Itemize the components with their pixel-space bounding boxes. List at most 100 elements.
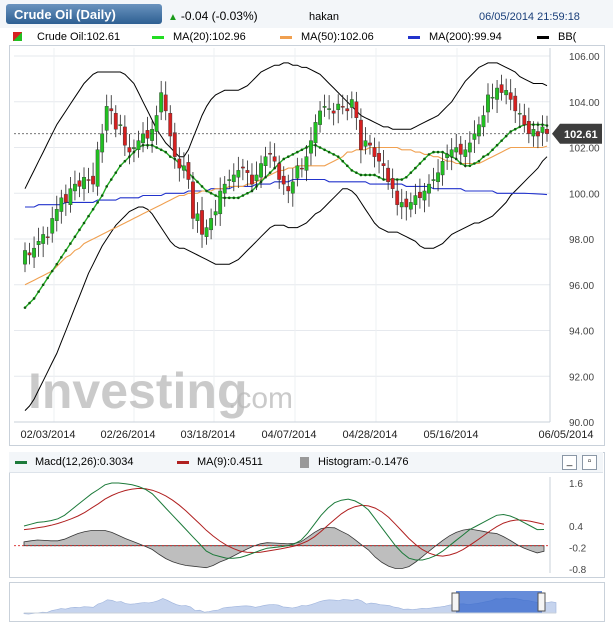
ma20-point bbox=[373, 173, 376, 177]
candle-body bbox=[408, 202, 413, 210]
candle-body bbox=[481, 115, 486, 128]
ma20-point bbox=[78, 228, 81, 232]
ma20-point bbox=[491, 148, 494, 152]
ma20-point bbox=[296, 150, 299, 154]
watermark-suffix: .com bbox=[228, 382, 293, 415]
macd-panel: 1.6 0.4 -0.2 -0.8 bbox=[9, 452, 605, 578]
ma20-point bbox=[37, 290, 40, 293]
ma20-point bbox=[46, 276, 49, 280]
ma20-point bbox=[323, 148, 326, 152]
y-tick-label: 100.00 bbox=[569, 189, 600, 200]
candle-body bbox=[263, 156, 268, 167]
candle-body bbox=[540, 126, 545, 133]
legend-ma20: MA(20):102.96 bbox=[173, 31, 246, 43]
ma20-point bbox=[414, 166, 417, 170]
ma20-point bbox=[105, 185, 109, 188]
bb-swatch bbox=[537, 36, 549, 39]
ma20-point bbox=[205, 189, 208, 193]
ma20-point bbox=[119, 164, 122, 168]
candle-body bbox=[372, 147, 377, 157]
price-chart[interactable]: 106.00 104.00 102.00 100.00 98.00 96.00 94.00 9… bbox=[10, 46, 604, 445]
ma200-swatch bbox=[408, 36, 420, 39]
minimize-button[interactable]: _ bbox=[562, 455, 577, 470]
candle-body bbox=[336, 103, 341, 110]
ma20-point bbox=[100, 194, 104, 197]
candle-body bbox=[32, 247, 36, 258]
instrument-tab[interactable] bbox=[6, 4, 162, 24]
price-chart-panel: 106.00 104.00 102.00 100.00 98.00 96.00 94.00 9… bbox=[9, 45, 605, 446]
candle-body bbox=[354, 101, 359, 118]
candle-body bbox=[213, 211, 218, 216]
ma20-point bbox=[32, 297, 36, 300]
ma20-point bbox=[282, 157, 286, 161]
candle-body bbox=[463, 149, 468, 157]
candle-body bbox=[82, 177, 86, 189]
ma20-point bbox=[23, 306, 27, 309]
maximize-button[interactable]: ▫ bbox=[582, 455, 597, 470]
candle-body bbox=[168, 112, 173, 137]
ma20-point bbox=[509, 130, 512, 133]
ma20-point bbox=[300, 148, 304, 152]
candle-body bbox=[227, 179, 232, 181]
candle-body bbox=[236, 170, 241, 178]
legend-signal: MA(9):0.4511 bbox=[197, 456, 263, 468]
candle-body bbox=[490, 96, 495, 99]
y-tick-label: 90.00 bbox=[569, 418, 594, 429]
ma20-point bbox=[318, 146, 322, 149]
candle-body bbox=[245, 170, 250, 173]
macd-y-tick-label: 1.6 bbox=[569, 479, 583, 490]
ma20-point bbox=[500, 139, 503, 142]
candle-body bbox=[91, 175, 95, 185]
ma20-point bbox=[41, 283, 45, 287]
macd-chart[interactable]: 1.6 0.4 -0.2 -0.8 bbox=[10, 453, 604, 577]
ma20-point bbox=[60, 256, 63, 259]
candle-body bbox=[545, 128, 549, 134]
candle-body bbox=[250, 174, 254, 185]
candle-body bbox=[313, 122, 318, 144]
candle-body bbox=[41, 234, 46, 244]
candle-body bbox=[259, 163, 263, 178]
candle-body bbox=[295, 165, 300, 179]
ma20-point bbox=[232, 196, 236, 200]
ma20-point bbox=[214, 194, 217, 197]
legend-ma200: MA(200):99.94 bbox=[429, 31, 502, 43]
ma20-point bbox=[423, 157, 426, 161]
candle-body bbox=[467, 142, 472, 153]
ma20-point bbox=[427, 153, 431, 156]
up-arrow-icon: ▲ bbox=[168, 12, 178, 23]
macd-y-tick-label: -0.8 bbox=[569, 565, 587, 576]
candle-icon bbox=[13, 32, 22, 41]
candle-body bbox=[427, 183, 431, 194]
candle-body bbox=[340, 106, 345, 108]
main-legend: Crude Oil:102.61 MA(20):102.96 MA(50):10… bbox=[9, 29, 603, 45]
x-tick-label: 04/07/2014 bbox=[261, 429, 316, 441]
ma20-point bbox=[91, 207, 95, 211]
candle-body bbox=[299, 167, 304, 170]
candle-body bbox=[517, 112, 522, 115]
candle-body bbox=[327, 108, 332, 110]
candle-body bbox=[290, 181, 295, 194]
x-tick-label: 02/03/2014 bbox=[20, 429, 75, 441]
ma20-point bbox=[495, 143, 499, 147]
candle-body bbox=[281, 175, 286, 185]
ma20-point bbox=[477, 159, 481, 163]
candle-body bbox=[368, 142, 372, 146]
candle-body bbox=[222, 183, 227, 194]
candle-body bbox=[522, 115, 527, 125]
ma20-point bbox=[404, 175, 408, 179]
ma20-point bbox=[82, 221, 86, 225]
candle-body bbox=[36, 241, 41, 245]
bb-upper-line bbox=[24, 62, 548, 189]
candle-body bbox=[390, 178, 395, 189]
candle-body bbox=[127, 147, 132, 153]
candle-body bbox=[150, 128, 154, 141]
ma20-point bbox=[50, 269, 54, 273]
candle-body bbox=[191, 181, 195, 219]
candle-body bbox=[172, 132, 177, 157]
navigator[interactable] bbox=[10, 583, 604, 621]
ma20-point bbox=[286, 155, 290, 158]
ma20-swatch bbox=[152, 36, 164, 39]
candle-body bbox=[118, 124, 123, 126]
ma20-point bbox=[350, 169, 354, 172]
candle-body bbox=[23, 250, 27, 265]
